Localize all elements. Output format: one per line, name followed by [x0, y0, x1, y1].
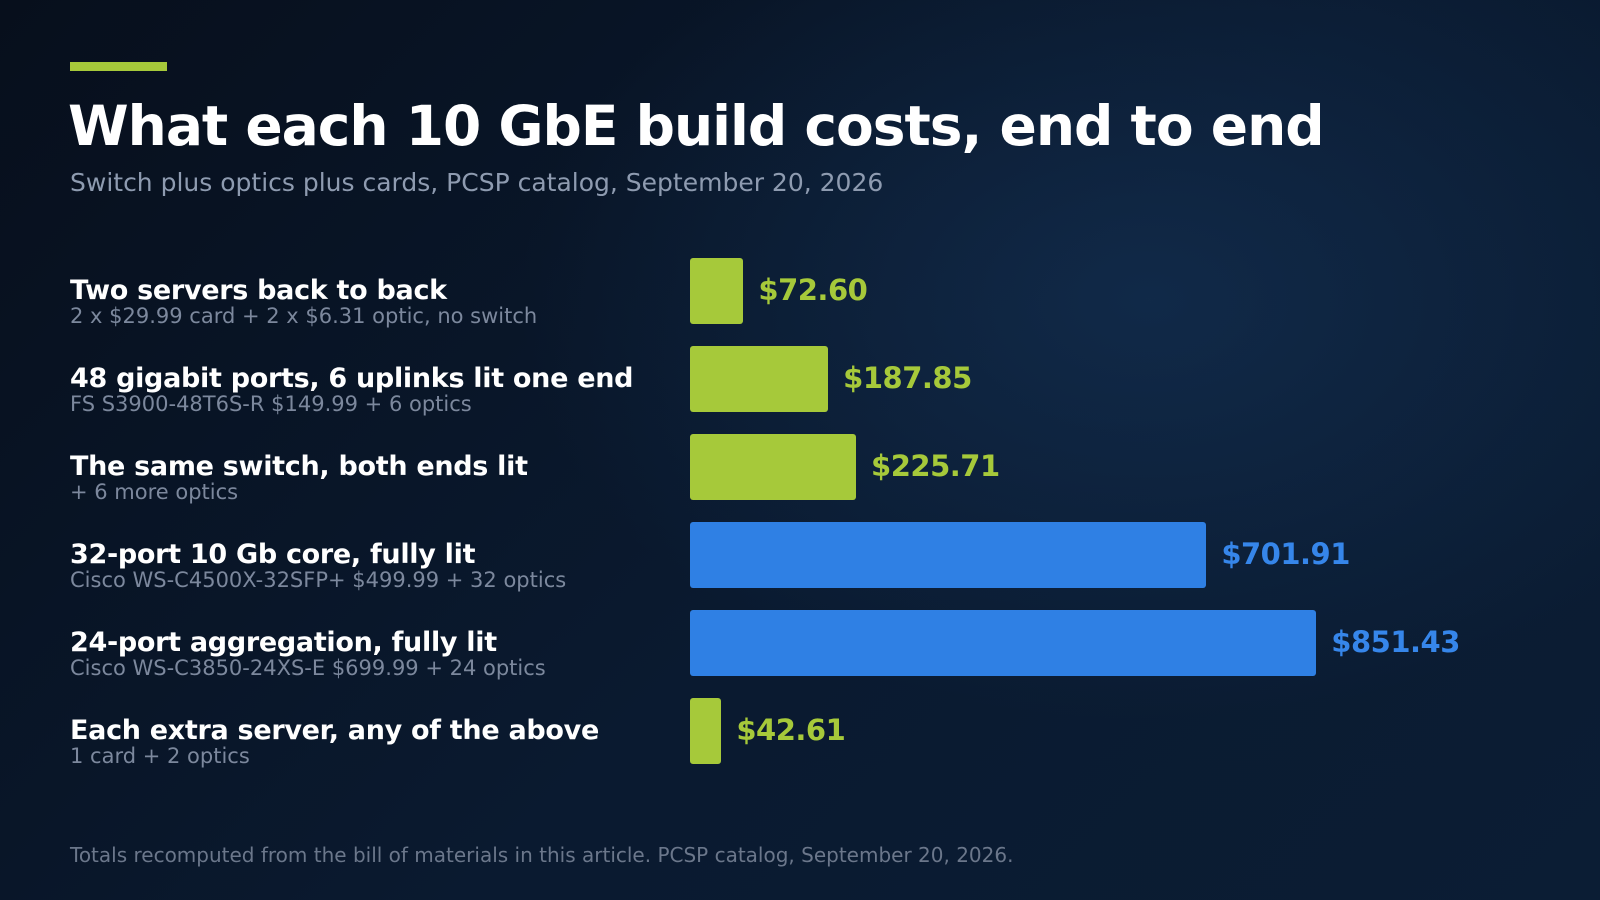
category-description: Cisco WS-C3850-24XS-E $699.99 + 24 optic… — [70, 656, 546, 680]
category-description: FS S3900-48T6S-R $149.99 + 6 optics — [70, 392, 472, 416]
category-label: 24-port aggregation, fully lit Cisco WS-C… — [70, 627, 546, 680]
category-label: The same switch, both ends lit + 6 more o… — [70, 451, 528, 504]
category-description: + 6 more optics — [70, 480, 239, 504]
category-label: 32-port 10 Gb core, fully lit Cisco WS-C4… — [70, 539, 567, 592]
category-name: 24-port aggregation, fully lit — [70, 627, 497, 658]
value-label: $72.60 — [758, 273, 868, 307]
category-name: Each extra server, any of the above — [70, 715, 599, 746]
category-name: 32-port 10 Gb core, fully lit — [70, 539, 476, 570]
bar — [690, 610, 1317, 676]
title-accent-bar — [70, 62, 167, 71]
chart-title: What each 10 GbE build costs, end to end — [68, 94, 1325, 158]
category-label: Each extra server, any of the above 1 car… — [70, 715, 599, 768]
bar — [690, 698, 722, 764]
bar — [690, 522, 1207, 588]
bar — [690, 258, 744, 324]
category-description: Cisco WS-C4500X-32SFP+ $499.99 + 32 opti… — [70, 568, 567, 592]
chart-subtitle: Switch plus optics plus cards, PCSP cata… — [70, 168, 884, 197]
bar — [690, 346, 829, 412]
category-name: 48 gigabit ports, 6 uplinks lit one end — [70, 363, 634, 394]
value-label: $701.91 — [1221, 537, 1350, 571]
footnote: Totals recomputed from the bill of mater… — [70, 843, 1014, 867]
value-label: $42.61 — [736, 713, 846, 747]
category-name: The same switch, both ends lit — [70, 451, 528, 482]
bar — [690, 434, 857, 500]
category-label: 48 gigabit ports, 6 uplinks lit one end F… — [70, 363, 634, 416]
category-description: 1 card + 2 optics — [70, 744, 250, 768]
value-label: $187.85 — [843, 361, 972, 395]
category-name: Two servers back to back — [70, 275, 447, 306]
category-description: 2 x $29.99 card + 2 x $6.31 optic, no sw… — [70, 304, 538, 328]
value-label: $851.43 — [1331, 625, 1460, 659]
value-label: $225.71 — [871, 449, 1000, 483]
category-label: Two servers back to back 2 x $29.99 card … — [70, 275, 538, 328]
